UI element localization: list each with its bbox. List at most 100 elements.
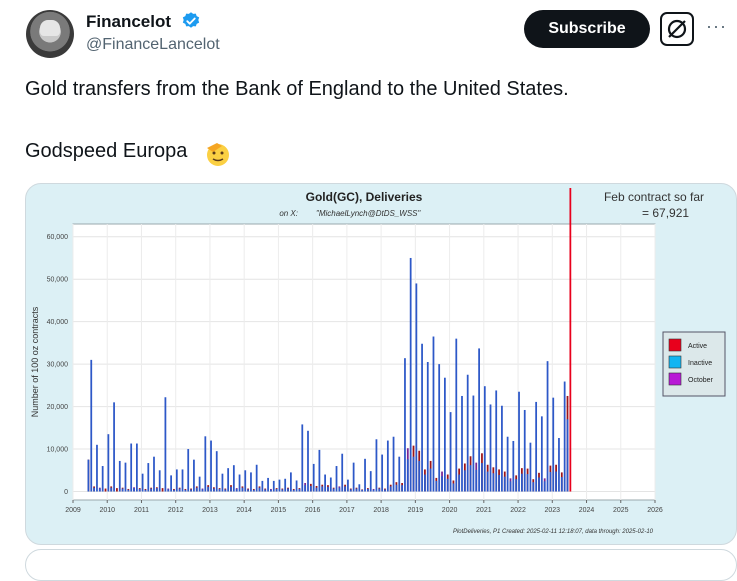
bar: [284, 478, 287, 492]
x-tick-label: 2023: [545, 507, 561, 514]
bar-inactive-part: [304, 485, 307, 492]
author-name[interactable]: Financelot: [86, 12, 172, 31]
bar-inactive-part: [264, 489, 267, 492]
bar: [295, 480, 298, 492]
bar-inactive-part: [492, 473, 495, 492]
bar-inactive-part: [463, 470, 466, 492]
x-tick-label: 2015: [271, 507, 287, 514]
bar-inactive-part: [235, 488, 238, 492]
bar-inactive-part: [298, 488, 301, 492]
bar: [107, 434, 110, 492]
x-tick-label: 2025: [613, 507, 629, 514]
bar: [124, 462, 127, 492]
legend-label: Inactive: [688, 360, 712, 367]
bar-inactive-part: [292, 489, 295, 492]
bar: [455, 338, 458, 492]
bar: [409, 257, 412, 492]
bar: [443, 377, 446, 492]
x-tick-label: 2017: [339, 507, 355, 514]
bar-inactive-part: [406, 459, 409, 492]
bar: [272, 480, 275, 492]
more-icon[interactable]: ···: [706, 16, 727, 36]
bar: [546, 361, 549, 492]
bar: [118, 460, 121, 492]
bar: [289, 472, 292, 492]
y-tick-label: 10,000: [47, 447, 69, 454]
bar: [392, 436, 395, 492]
bar: [221, 473, 224, 492]
bar-inactive-part: [127, 489, 130, 492]
bar-inactive-part: [395, 484, 398, 492]
bar: [506, 436, 509, 492]
bar-inactive-part: [526, 474, 529, 492]
bar: [483, 386, 486, 492]
bar-inactive-part: [538, 477, 540, 492]
bar-inactive-part: [549, 471, 552, 492]
bar: [164, 397, 167, 492]
bar: [96, 444, 98, 492]
bar: [210, 440, 212, 492]
bar: [307, 430, 309, 492]
x-axis: 2009 2010 2011 2012 2013 2014 2015 2016 2017 2018…: [65, 500, 663, 514]
bar-inactive-part: [486, 471, 489, 492]
bar: [512, 440, 515, 492]
bar: [563, 381, 566, 492]
bar: [161, 488, 164, 492]
x-tick-label: 2013: [202, 507, 218, 514]
bar-inactive-part: [520, 473, 523, 492]
bar-inactive-part: [110, 487, 113, 492]
bar-inactive-part: [509, 481, 512, 492]
bar-inactive-part: [389, 486, 392, 492]
y-tick-label: 30,000: [47, 362, 69, 369]
bar: [461, 395, 463, 492]
bar: [116, 488, 118, 492]
deliveries-chart: 0 10,000 20,000 30,000 40,000 50,000 60,000 20…: [30, 188, 726, 535]
bar: [466, 374, 469, 492]
bar: [381, 454, 384, 492]
bar: [398, 456, 401, 492]
chart-image[interactable]: 0 10,000 20,000 30,000 40,000 50,000 60,000 20…: [25, 183, 737, 545]
next-card: [25, 549, 737, 581]
bar-inactive-part: [458, 474, 461, 492]
bar-inactive-part: [532, 482, 535, 492]
subscribe-button[interactable]: Subscribe: [524, 10, 650, 48]
bar: [215, 451, 218, 492]
bar: [415, 283, 418, 492]
saluting-face-emoji: [207, 143, 229, 166]
bar-inactive-part: [515, 479, 518, 492]
bar: [352, 462, 355, 492]
bar-inactive-part: [281, 489, 284, 492]
bar-inactive-part: [275, 488, 278, 492]
chart-subtitle-handle: "MichaelLynch@DtDS_WSS": [316, 209, 422, 218]
grok-icon[interactable]: [660, 12, 694, 46]
bar: [404, 358, 406, 492]
bar-inactive-part: [555, 471, 557, 492]
bar: [130, 443, 133, 492]
bar-inactive-part: [401, 485, 403, 492]
bar-inactive-part: [321, 486, 324, 492]
post-text-line2: Godspeed Europa: [25, 140, 188, 162]
bar: [193, 459, 195, 492]
legend: Active Inactive October: [662, 331, 726, 397]
bar-inactive-part: [452, 483, 455, 492]
bar-inactive-part: [167, 489, 170, 492]
bar-inactive-part: [309, 485, 312, 492]
bar-inactive-part: [418, 460, 421, 492]
bar: [278, 479, 281, 492]
bar: [529, 442, 532, 492]
bar-inactive-part: [566, 419, 569, 492]
bar: [170, 475, 172, 492]
bar: [558, 438, 560, 492]
bar-inactive-part: [372, 489, 375, 492]
bar: [158, 470, 161, 492]
bar-inactive-part: [469, 465, 472, 492]
bar: [244, 470, 247, 492]
bar-inactive-part: [150, 488, 153, 492]
bar: [113, 402, 115, 492]
avatar[interactable]: [26, 10, 74, 58]
author-handle[interactable]: @FinanceLancelot: [86, 36, 220, 53]
x-tick-label: 2021: [476, 507, 492, 514]
legend-swatch: [668, 355, 682, 369]
bar: [204, 436, 207, 492]
verified-badge-icon: [182, 12, 200, 28]
